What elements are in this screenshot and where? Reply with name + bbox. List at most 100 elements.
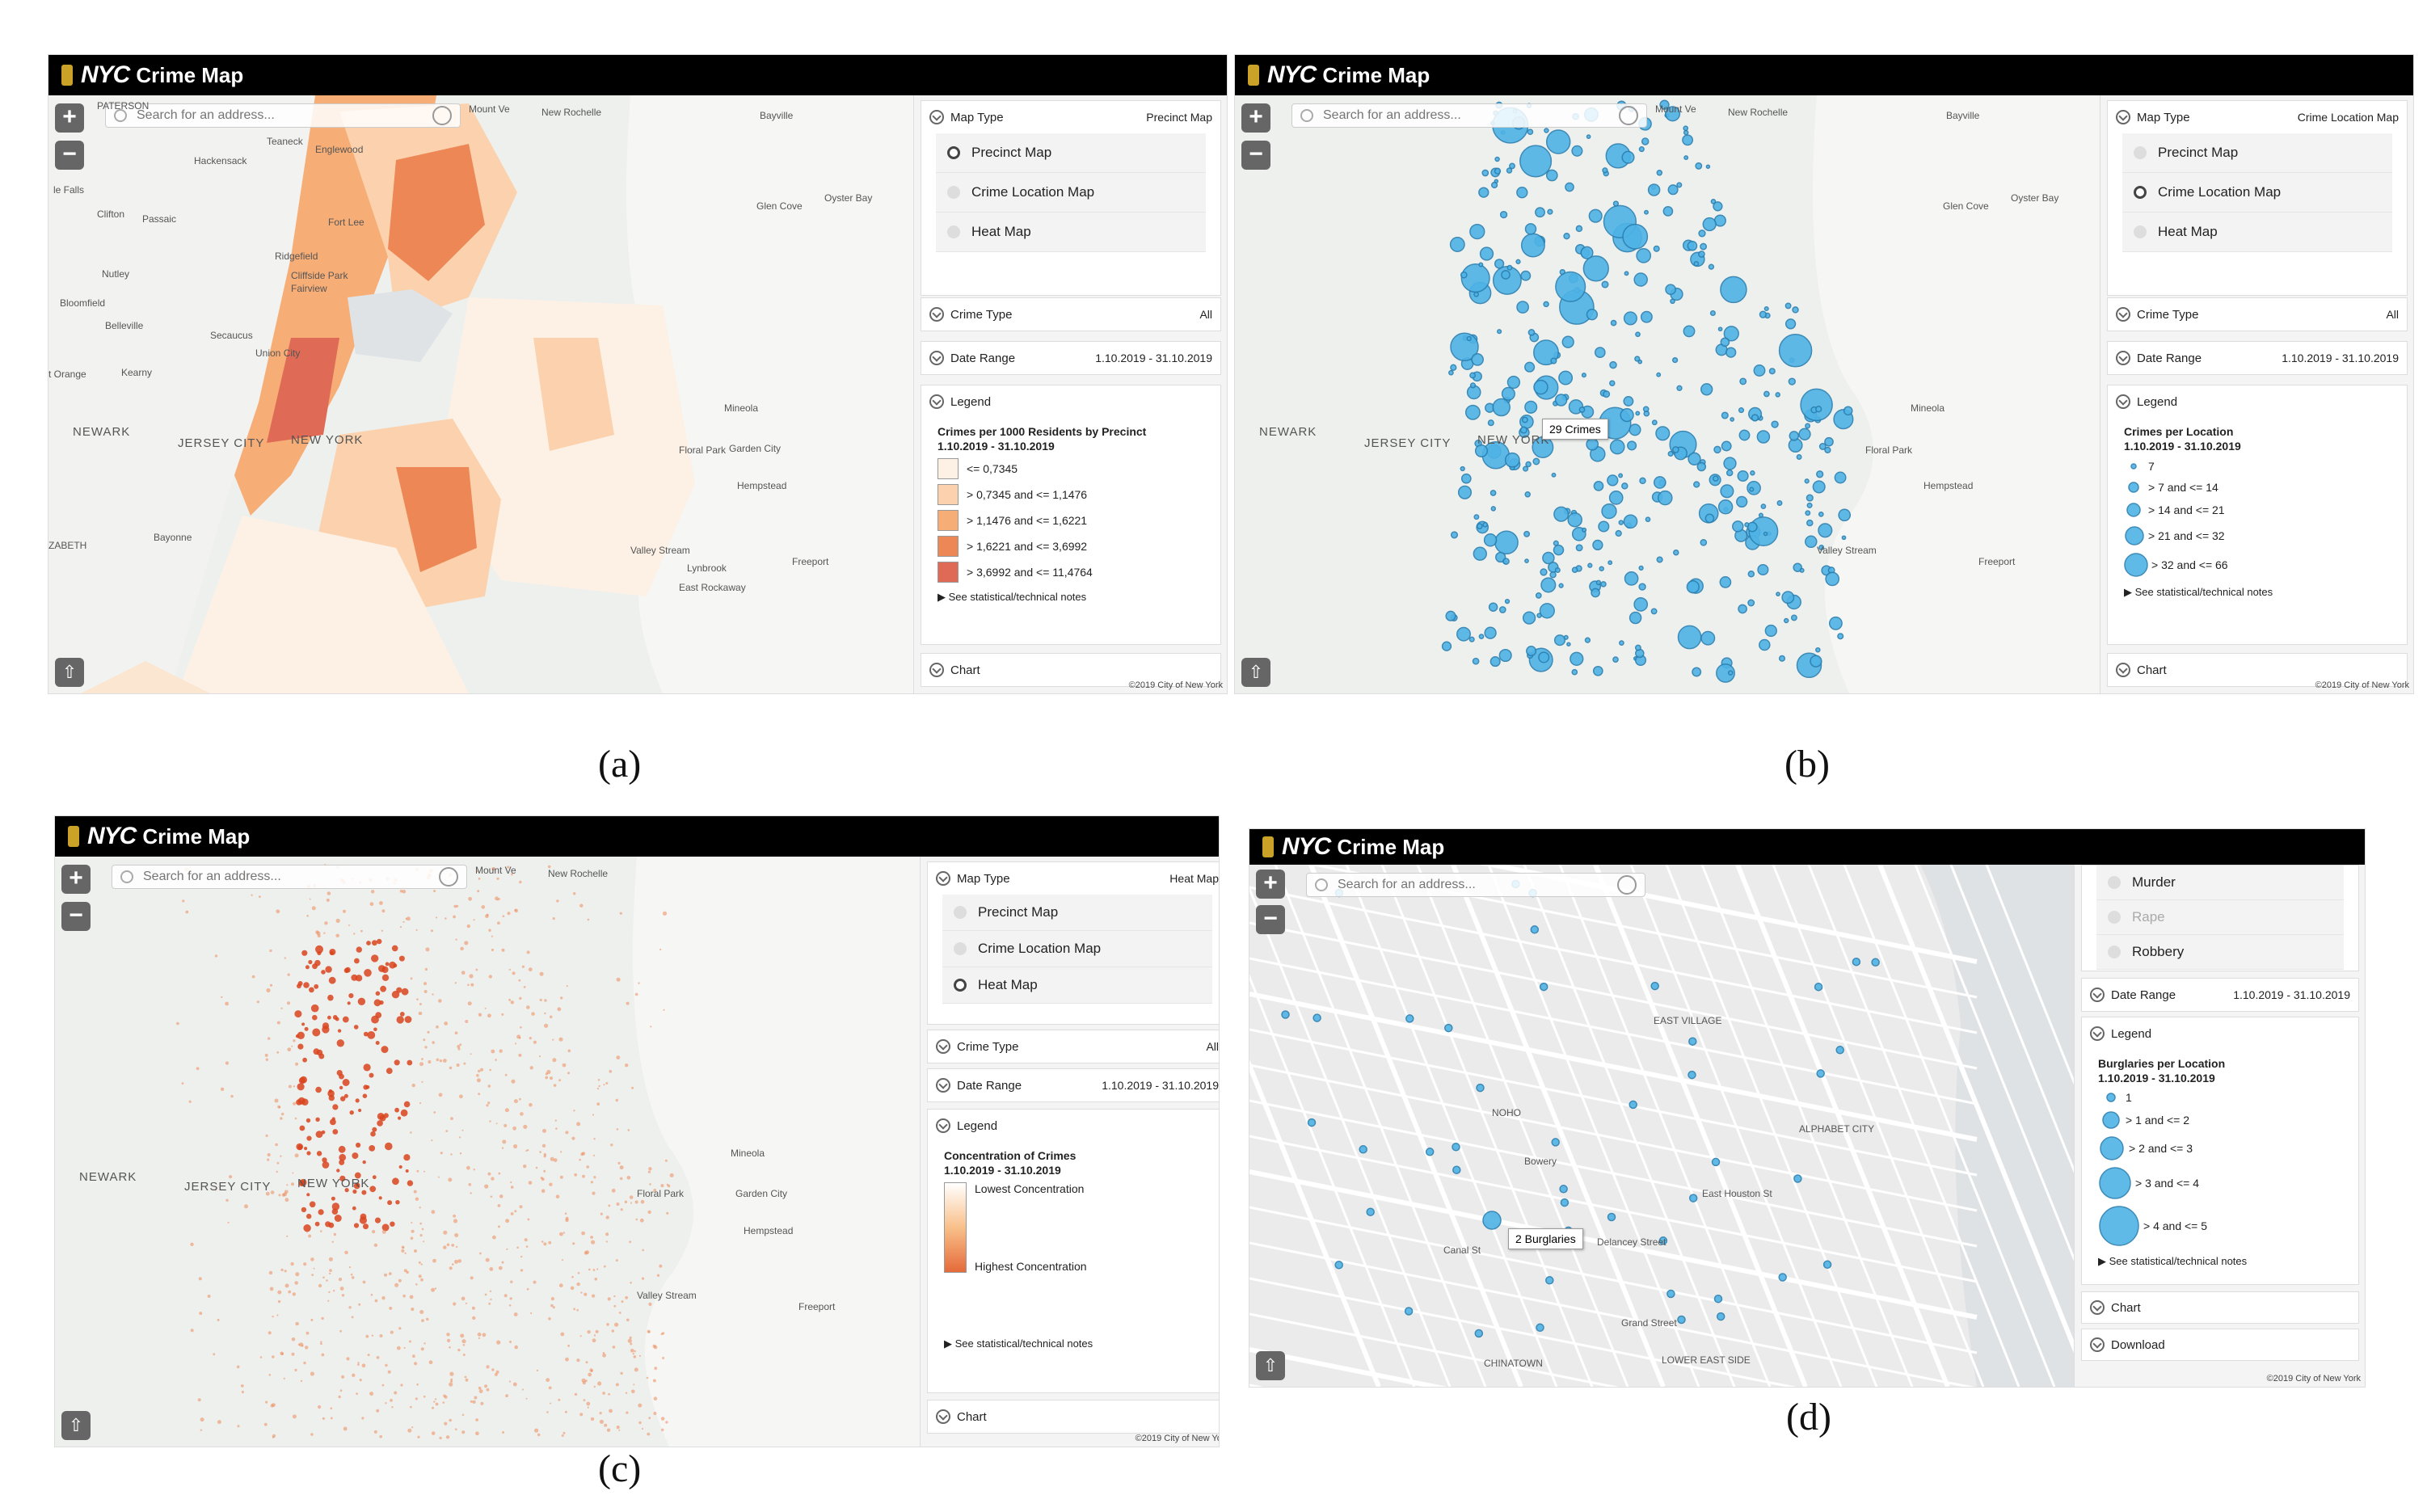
crime-location-bubble[interactable] (1753, 364, 1766, 377)
crime-location-bubble[interactable] (1473, 291, 1479, 297)
map-view[interactable]: + − ⇧ PATERSON Mount Ve New Rochelle Bay… (48, 95, 913, 693)
crime-location-bubble[interactable] (1721, 440, 1732, 452)
crime-location-bubble[interactable] (1499, 210, 1508, 219)
crime-location-bubble[interactable] (1584, 637, 1591, 643)
chart-section[interactable]: Chart (2107, 653, 2408, 687)
burglary-bubble[interactable] (1711, 1157, 1721, 1167)
burglary-bubble[interactable] (1281, 1010, 1290, 1019)
crime-location-bubble[interactable] (1670, 298, 1675, 305)
map-view[interactable]: + − ⇧ NOHO EAST VILLAGE ALPHABET CITY CH… (1249, 865, 2074, 1387)
crime-location-bubble[interactable] (1805, 510, 1811, 516)
burglary-bubble[interactable] (1688, 1194, 1698, 1202)
crime-location-bubble[interactable] (1713, 445, 1721, 454)
crime-location-bubble[interactable] (1539, 603, 1555, 619)
crime-location-bubble[interactable] (1695, 162, 1703, 170)
crime-location-bubble[interactable] (1667, 184, 1679, 196)
burglary-bubble[interactable] (1366, 1207, 1375, 1216)
crime-location-bubble[interactable] (1776, 592, 1780, 596)
burglary-bubble[interactable] (1814, 982, 1823, 992)
crime-location-bubble[interactable] (1818, 523, 1833, 538)
crime-location-bubble[interactable] (1607, 560, 1613, 566)
crime-location-bubble[interactable] (1558, 370, 1574, 385)
zoom-out-button[interactable]: − (61, 902, 91, 931)
crime-location-bubble[interactable] (1533, 379, 1548, 395)
crime-location-bubble[interactable] (1520, 233, 1545, 258)
crime-location-bubble[interactable] (1471, 353, 1484, 366)
crime-location-bubble[interactable] (1815, 406, 1822, 413)
crime-location-bubble[interactable] (1658, 490, 1673, 506)
crime-location-bubble[interactable] (1457, 485, 1473, 499)
download-section[interactable]: Download (2081, 1329, 2359, 1361)
crime-location-bubble[interactable] (1504, 452, 1520, 468)
share-button[interactable]: ⇧ (1256, 1351, 1285, 1380)
crime-location-bubble[interactable] (1712, 475, 1719, 482)
crime-location-bubble[interactable] (1725, 469, 1734, 477)
zoom-in-button[interactable]: + (1256, 870, 1285, 899)
crime-location-bubble[interactable] (1586, 134, 1591, 139)
crime-location-bubble[interactable] (1783, 617, 1789, 624)
crime-location-bubble[interactable] (1558, 583, 1564, 588)
crime-location-bubble[interactable] (1759, 638, 1771, 651)
crime-location-bubble[interactable] (1563, 233, 1570, 240)
crime-location-bubble[interactable] (1659, 99, 1670, 110)
crime-location-bubble[interactable] (1793, 562, 1802, 572)
map-view[interactable]: + − ⇧ Mount Ve New Rochelle Bayville Oys… (1235, 95, 2100, 693)
crime-location-bubble[interactable] (1615, 529, 1622, 537)
crime-location-bubble[interactable] (1599, 566, 1604, 571)
burglary-bubble[interactable] (1404, 1307, 1414, 1316)
crime-location-bubble[interactable] (1445, 610, 1456, 621)
crime-location-bubble[interactable] (1478, 262, 1484, 267)
crime-location-bubble[interactable] (1629, 611, 1642, 625)
crime-location-bubble[interactable] (1645, 516, 1651, 523)
crime-location-bubble[interactable] (1673, 549, 1679, 556)
crime-location-bubble[interactable] (1723, 326, 1739, 342)
legend-header[interactable]: Legend (2108, 385, 2407, 418)
crime-location-bubble[interactable] (1570, 651, 1584, 666)
burglary-bubble[interactable] (1871, 958, 1880, 967)
chart-section[interactable]: Chart (921, 653, 1221, 687)
burglary-bubble[interactable] (1536, 1323, 1544, 1333)
crime-location-bubble[interactable] (1469, 372, 1477, 379)
crime-location-bubble[interactable] (1516, 187, 1528, 199)
crime-location-bubble[interactable] (1784, 302, 1792, 310)
crime-location-bubble[interactable] (1747, 571, 1755, 578)
crime-location-bubble[interactable] (1587, 562, 1593, 568)
crime-location-bubble[interactable] (1804, 478, 1810, 484)
crime-location-bubble[interactable] (1488, 602, 1498, 612)
burglary-bubble[interactable] (1559, 1185, 1568, 1194)
crime-location-bubble[interactable] (1540, 568, 1548, 576)
crime-location-bubble[interactable] (1757, 563, 1769, 576)
date-range-section[interactable]: Date Range 1.10.2019 - 31.10.2019 (921, 341, 1221, 375)
burglary-bubble[interactable] (1716, 1312, 1725, 1321)
burglary-bubble[interactable] (1474, 1329, 1484, 1338)
crime-location-bubble[interactable] (1609, 360, 1617, 369)
crime-location-bubble[interactable] (1522, 611, 1536, 625)
crime-location-bubble[interactable] (1524, 361, 1536, 373)
crime-location-bubble[interactable] (1700, 630, 1716, 646)
crime-location-bubble[interactable] (1792, 306, 1799, 314)
crime-location-bubble[interactable] (1702, 217, 1717, 232)
crime-location-bubble[interactable] (1700, 538, 1708, 546)
crime-location-bubble[interactable] (1687, 240, 1698, 251)
option-heat-map[interactable]: Heat Map (936, 213, 1206, 252)
crime-location-bubble[interactable] (1705, 164, 1711, 169)
burglary-bubble[interactable] (1793, 1174, 1802, 1183)
crime-location-bubble[interactable] (1586, 437, 1599, 451)
option-rape[interactable]: Rape (2096, 900, 2344, 935)
crime-location-bubble[interactable] (1638, 583, 1646, 591)
crime-location-bubble[interactable] (1601, 503, 1617, 520)
crime-location-bubble[interactable] (1623, 311, 1637, 326)
crime-location-bubble[interactable] (1828, 616, 1843, 630)
crime-location-bubble[interactable] (1501, 270, 1511, 280)
crime-location-bubble[interactable] (1535, 207, 1545, 218)
crime-location-bubble[interactable] (1595, 579, 1602, 586)
crime-location-bubble[interactable] (1763, 305, 1769, 312)
burglary-bubble[interactable] (1778, 1273, 1787, 1282)
crime-location-bubble[interactable] (1798, 427, 1811, 440)
crime-location-bubble[interactable] (1450, 364, 1457, 371)
crime-location-bubble[interactable] (1737, 470, 1749, 482)
crime-location-bubble[interactable] (1460, 465, 1465, 472)
crime-location-bubble[interactable] (1497, 329, 1502, 335)
crime-location-bubble[interactable] (1553, 544, 1565, 556)
search-input[interactable] (135, 107, 432, 124)
